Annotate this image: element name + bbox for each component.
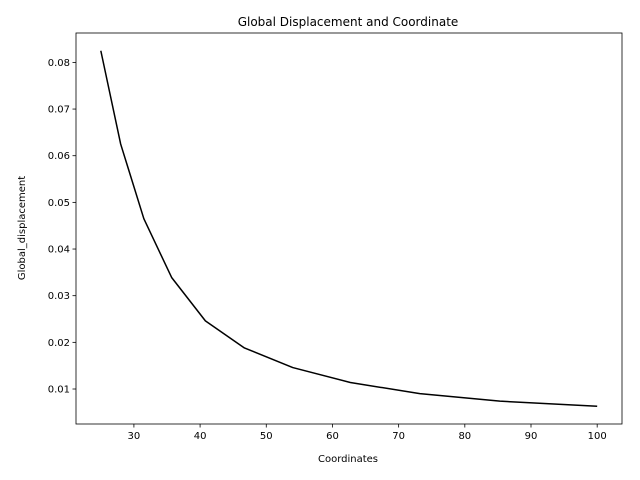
plot-area <box>75 32 623 425</box>
x-axis-ticks: 30 40 50 60 70 80 90 100 <box>128 424 607 442</box>
series-group <box>100 50 598 408</box>
y-tick-label: 0.01 <box>48 385 70 396</box>
y-axis-ticks: 0.01 0.02 0.03 0.04 0.05 0.06 0.07 0.08 <box>48 58 76 396</box>
y-tick-label: 0.07 <box>48 105 70 116</box>
x-tick-label: 60 <box>326 431 339 442</box>
y-tick-label: 0.05 <box>48 198 70 209</box>
y-tick-label: 0.02 <box>48 338 70 349</box>
x-tick-label: 100 <box>588 431 607 442</box>
x-tick-label: 30 <box>128 431 141 442</box>
chart-title: Global Displacement and Coordinate <box>238 15 459 29</box>
y-tick-label: 0.04 <box>48 245 70 256</box>
x-tick-label: 80 <box>458 431 471 442</box>
x-axis-label: Coordinates <box>318 454 378 465</box>
y-axis-label: Global_displacement <box>17 176 28 280</box>
y-tick-label: 0.06 <box>48 151 70 162</box>
x-tick-label: 90 <box>525 431 538 442</box>
y-tick-label: 0.03 <box>48 291 70 302</box>
x-tick-label: 50 <box>260 431 273 442</box>
y-tick-label: 0.08 <box>48 58 70 69</box>
x-tick-label: 70 <box>392 431 405 442</box>
x-tick-label: 40 <box>194 431 207 442</box>
series-line <box>100 50 598 408</box>
